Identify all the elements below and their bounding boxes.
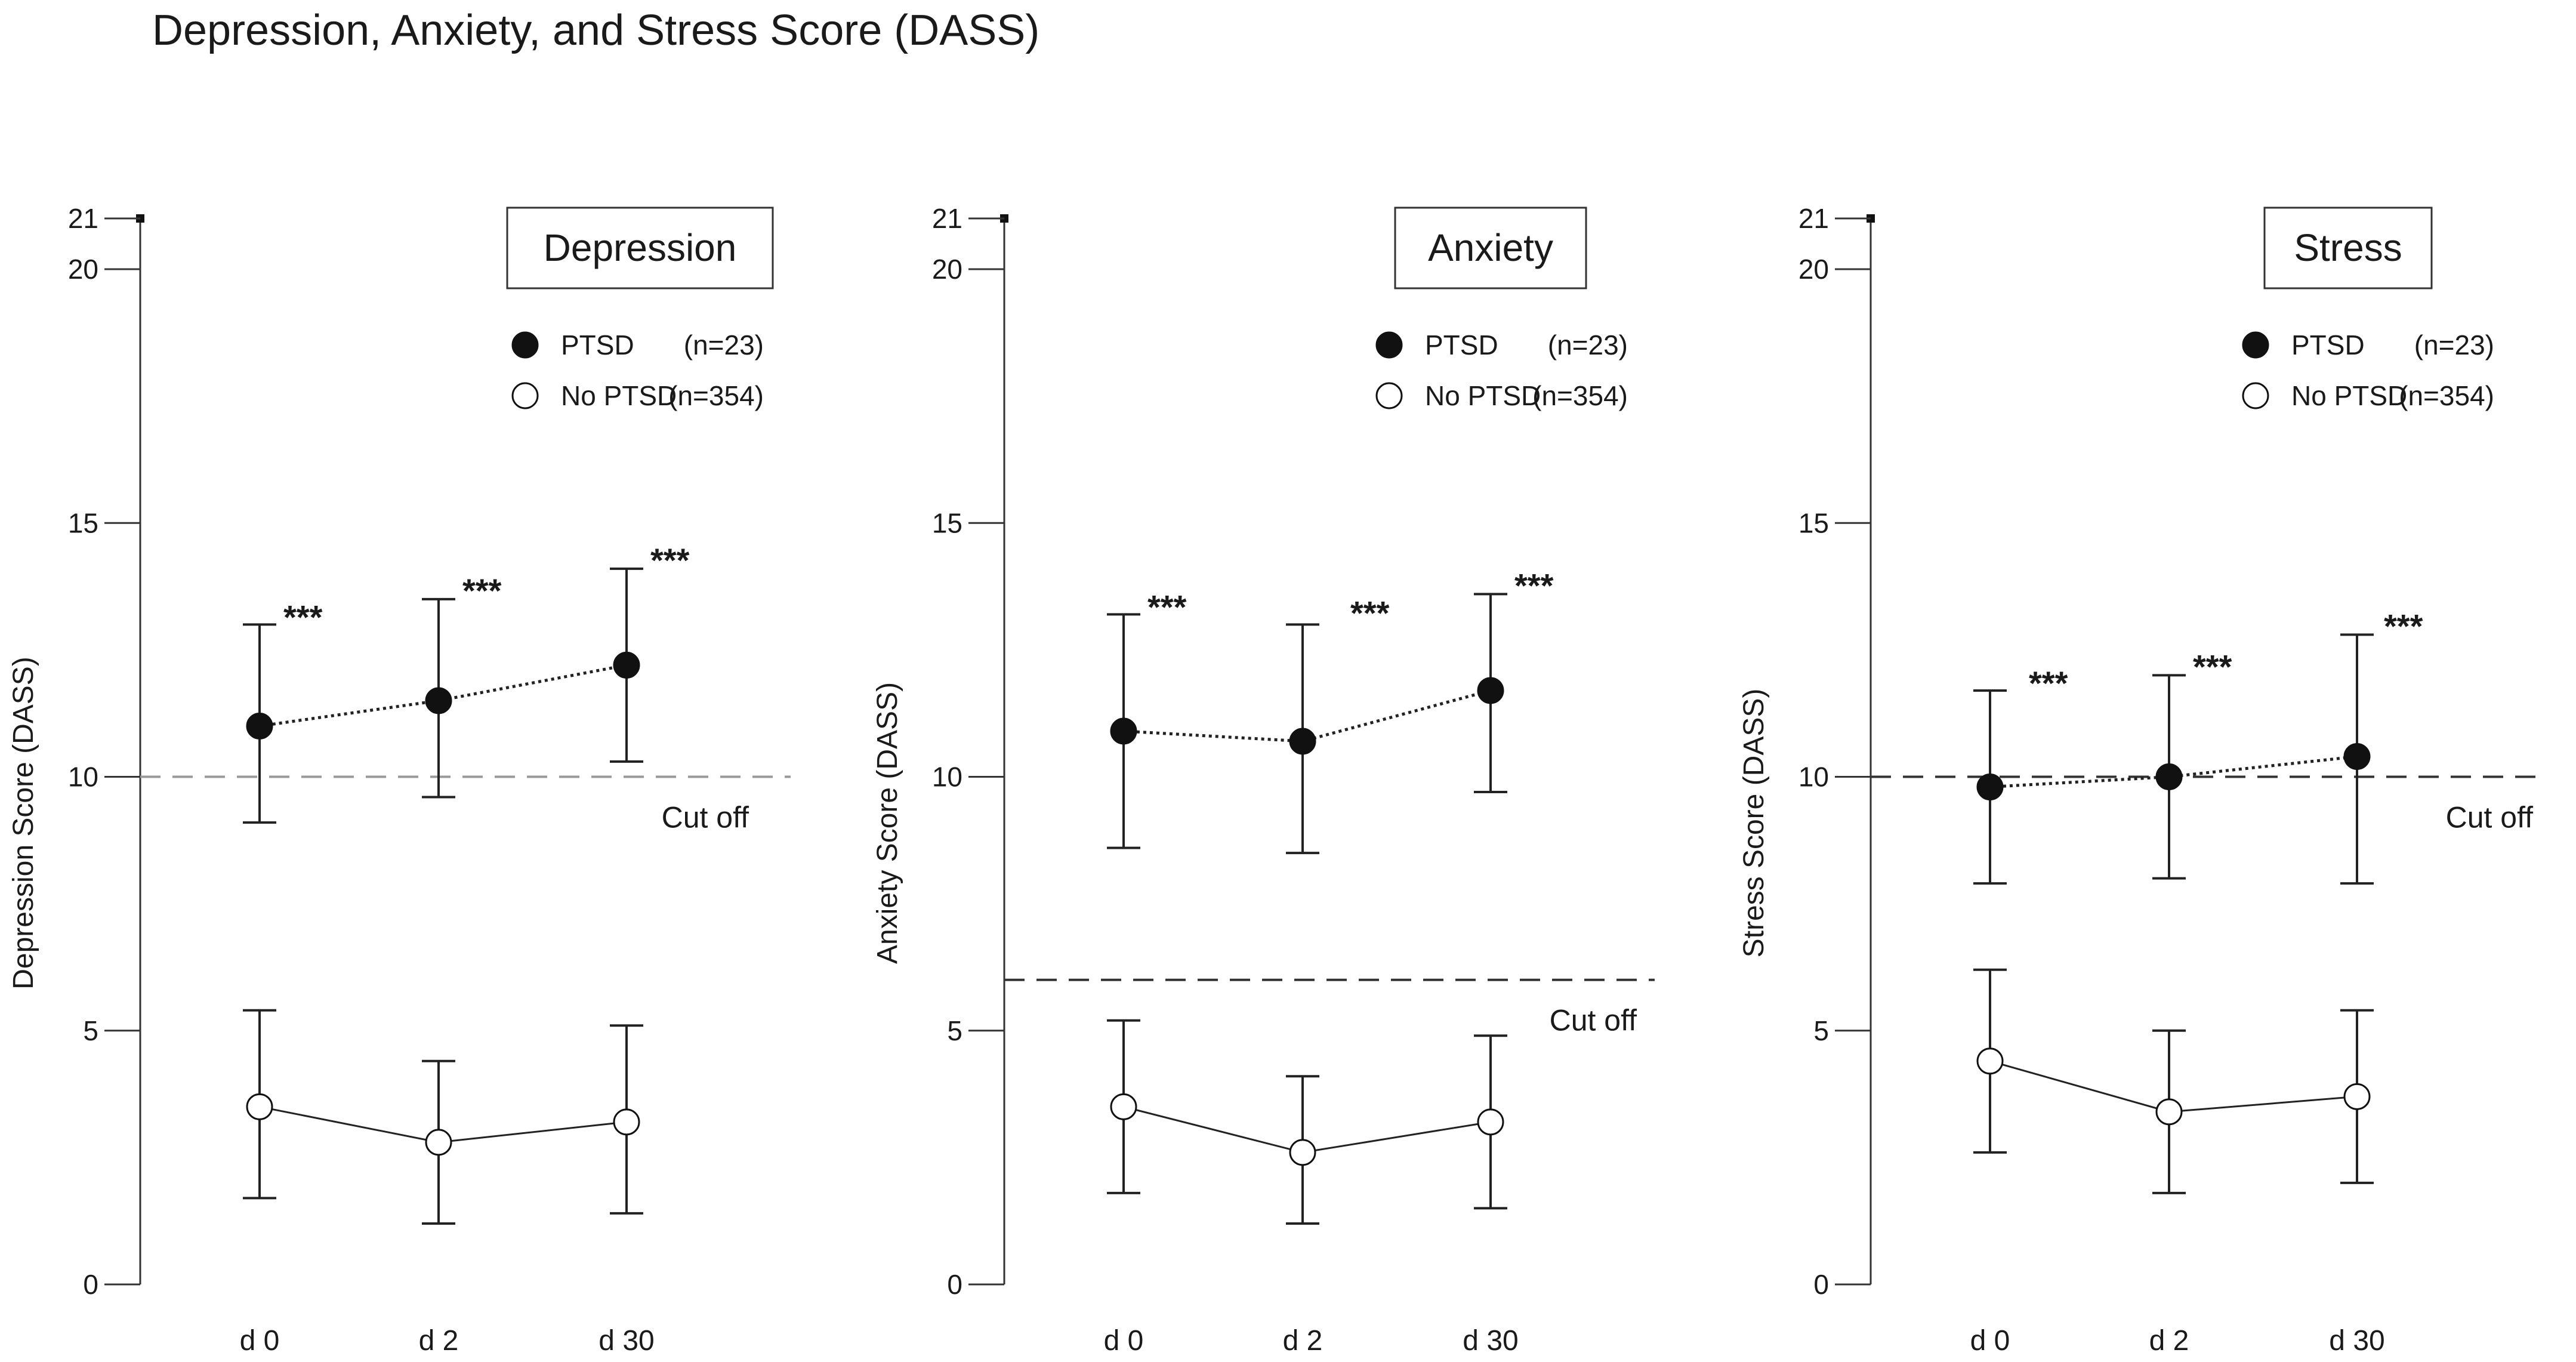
y-tick-label: 21 — [1798, 203, 1829, 234]
data-point-no-ptsd — [1976, 1047, 2004, 1075]
x-category-label: d 30 — [1463, 1325, 1518, 1357]
panel-title-box — [506, 207, 774, 289]
y-tick-label: 5 — [947, 1015, 962, 1046]
legend-marker-no-ptsd — [511, 382, 539, 409]
y-tick-label: 20 — [1798, 254, 1829, 285]
significance-marker: *** — [1147, 588, 1187, 625]
legend-label: PTSD — [561, 329, 634, 360]
legend-label: PTSD — [1425, 329, 1498, 360]
y-tick-label: 10 — [1798, 762, 1829, 793]
significance-marker: *** — [650, 541, 690, 579]
y-tick-label: 20 — [932, 254, 962, 285]
cutoff-label: Cut off — [1550, 1004, 1637, 1037]
x-category-label: d 30 — [2329, 1325, 2384, 1357]
data-point-ptsd — [2155, 763, 2183, 791]
data-point-ptsd — [2343, 743, 2371, 771]
chart-panel-anxiety: 0 5 10 15 20 21 Anxiety Score (DASS) d 0 d 2 d 30… — [872, 203, 1655, 1357]
data-point-no-ptsd — [613, 1108, 640, 1136]
data-point-ptsd — [1289, 728, 1316, 755]
legend-label: No PTSD — [561, 380, 677, 411]
y-tick-label: 10 — [932, 762, 962, 793]
x-category-label: d 30 — [599, 1325, 654, 1357]
y-tick-label: 15 — [68, 507, 98, 538]
y-tick-label: 21 — [68, 203, 98, 234]
legend-marker-ptsd — [2242, 331, 2269, 359]
significance-marker: *** — [2029, 664, 2068, 702]
panel-title-box — [1394, 207, 1587, 289]
legend-marker-ptsd — [511, 331, 539, 359]
data-point-no-ptsd — [425, 1129, 452, 1156]
legend-n: (n=354) — [1532, 380, 1628, 411]
legend-marker-no-ptsd — [1375, 382, 1403, 409]
y-tick-label: 20 — [68, 254, 98, 285]
y-tick-label: 0 — [1813, 1269, 1829, 1300]
y-tick-label: 5 — [83, 1015, 98, 1046]
y-tick-label: 0 — [83, 1269, 98, 1300]
legend-label: No PTSD — [2291, 380, 2407, 411]
data-point-no-ptsd — [246, 1093, 273, 1120]
legend-marker-ptsd — [1375, 331, 1403, 359]
y-axis-label: Anxiety Score (DASS) — [872, 682, 903, 964]
data-point-ptsd — [1976, 774, 2004, 801]
significance-marker: *** — [1350, 594, 1390, 631]
y-axis-label: Stress Score (DASS) — [1738, 689, 1770, 958]
chart-panel-depression: 0 5 10 15 20 21 Depression Score (DASS) d 0 d 2 d… — [8, 203, 791, 1357]
series-line-ptsd — [259, 663, 627, 728]
panel-title: Anxiety — [1428, 226, 1553, 269]
legend-n: (n=354) — [668, 380, 764, 411]
significance-marker: *** — [2384, 607, 2423, 645]
legend-label: PTSD — [2291, 329, 2365, 360]
data-point-ptsd — [1110, 717, 1137, 745]
panel-title: Stress — [2294, 226, 2402, 269]
x-category-label: d 2 — [2149, 1325, 2189, 1357]
significance-marker: *** — [1514, 566, 1554, 604]
y-tick-label: 5 — [1813, 1015, 1829, 1046]
data-point-no-ptsd — [1477, 1108, 1504, 1136]
panel-title: Depression — [544, 226, 737, 269]
legend-n: (n=23) — [2414, 329, 2494, 360]
legend-marker-no-ptsd — [2242, 382, 2269, 409]
data-point-no-ptsd — [2155, 1098, 2183, 1126]
significance-marker: *** — [2193, 648, 2232, 685]
data-point-ptsd — [425, 687, 452, 714]
y-tick-label: 21 — [932, 203, 962, 234]
cutoff-label: Cut off — [662, 801, 749, 834]
y-tick-label: 10 — [68, 762, 98, 793]
figure-title: Depression, Anxiety, and Stress Score (D… — [152, 7, 1039, 54]
legend-n: (n=354) — [2399, 380, 2494, 411]
significance-marker: *** — [283, 598, 323, 636]
panel-title-box — [2263, 207, 2433, 289]
y-tick-label: 0 — [947, 1269, 962, 1300]
significance-marker: *** — [462, 572, 502, 609]
data-point-no-ptsd — [1289, 1139, 1316, 1166]
x-category-label: d 2 — [1283, 1325, 1323, 1357]
legend-n: (n=23) — [1548, 329, 1628, 360]
data-point-ptsd — [246, 712, 273, 739]
x-category-label: d 2 — [419, 1325, 459, 1357]
data-point-no-ptsd — [2343, 1083, 2371, 1110]
data-point-no-ptsd — [1110, 1093, 1137, 1120]
chart-panel-stress: 0 5 10 15 20 21 Stress Score (DASS) d 0 d 2 d 30 S… — [1738, 203, 2539, 1357]
legend-label: No PTSD — [1425, 380, 1541, 411]
y-axis-label: Depression Score (DASS) — [8, 657, 39, 990]
x-category-label: d 0 — [1970, 1325, 2010, 1357]
cutoff-label: Cut off — [2446, 801, 2533, 834]
chart-panels: 0 5 10 15 20 21 Depression Score (DASS) d 0 d 2 d… — [8, 203, 2539, 1357]
data-point-ptsd — [613, 651, 640, 679]
data-point-ptsd — [1477, 677, 1504, 704]
x-category-label: d 0 — [1104, 1325, 1144, 1357]
y-tick-label: 15 — [1798, 507, 1829, 538]
x-category-label: d 0 — [240, 1325, 280, 1357]
y-tick-label: 15 — [932, 507, 962, 538]
legend-n: (n=23) — [684, 329, 764, 360]
